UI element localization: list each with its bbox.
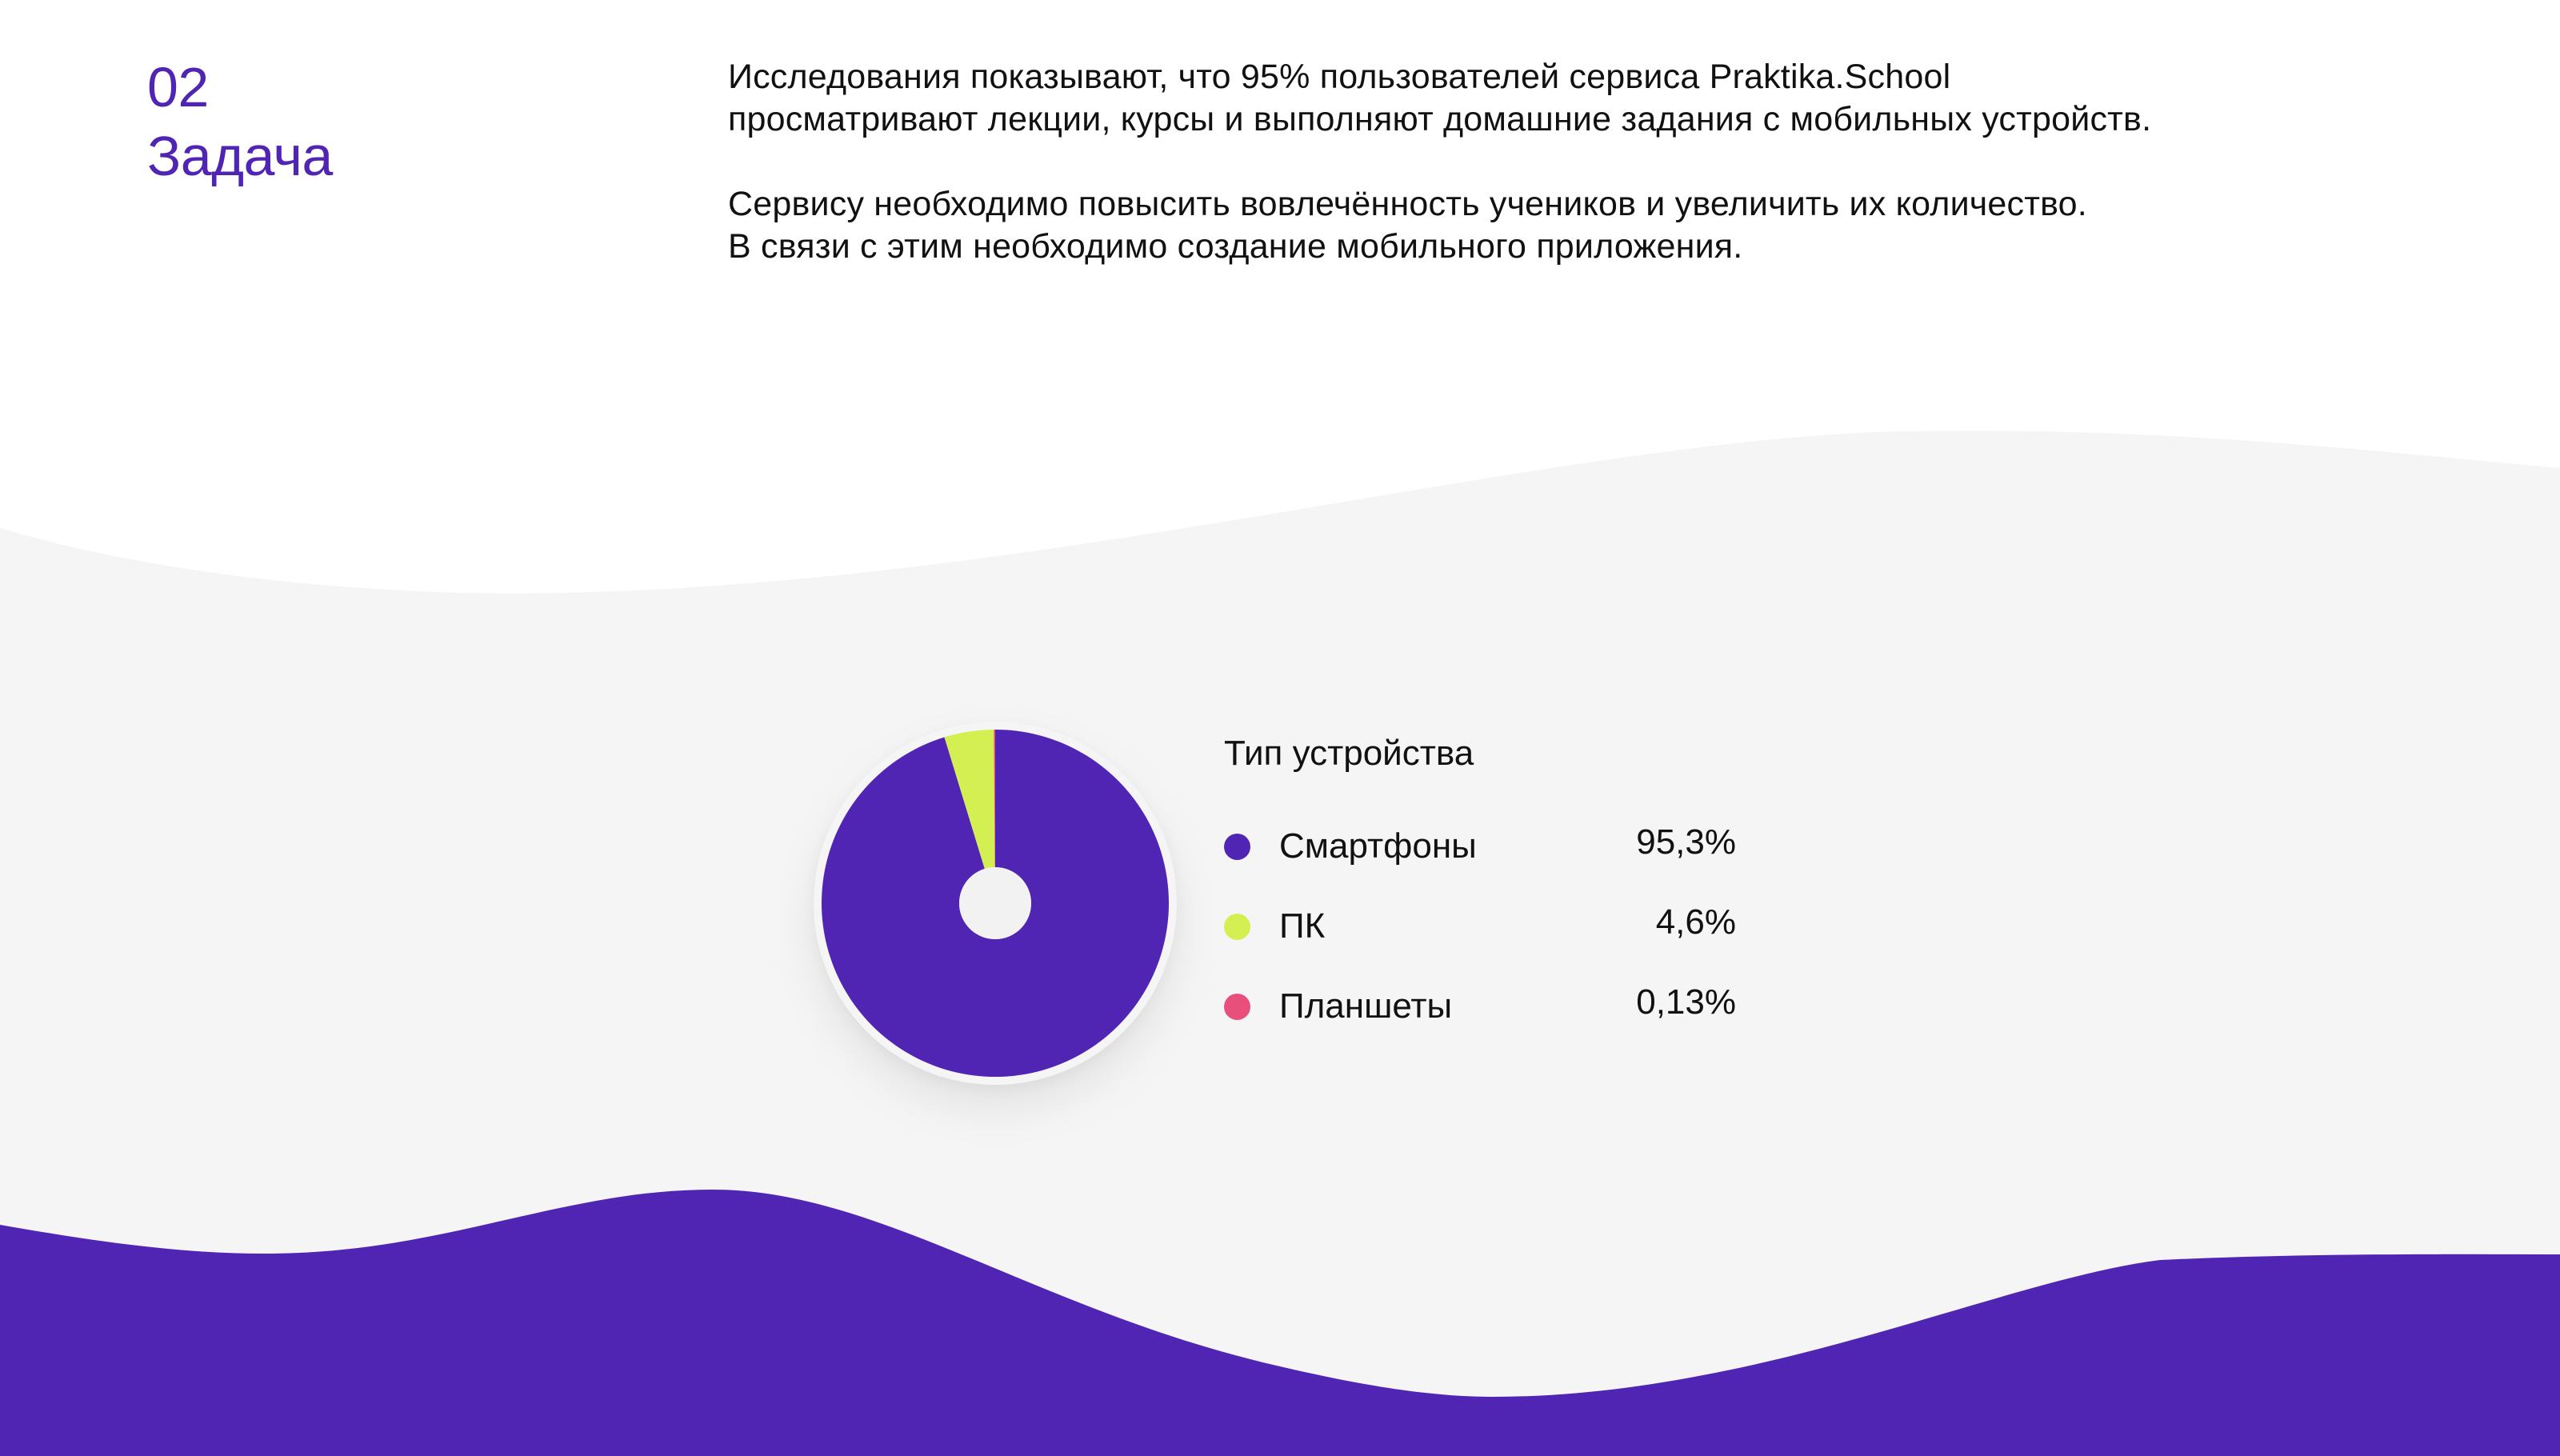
legend-value: 4,6% bbox=[1655, 902, 1736, 942]
section-title: Задача bbox=[147, 125, 333, 187]
purple-wave-footer bbox=[0, 1190, 2560, 1456]
intro-text: Исследования показывают, что 95% пользов… bbox=[728, 56, 2488, 310]
device-type-donut-chart bbox=[814, 722, 1177, 1085]
legend-item-tablets: Планшеты 0,13% bbox=[1224, 971, 1744, 1051]
section-number: 02 bbox=[147, 56, 209, 118]
legend-dot-icon bbox=[1224, 993, 1250, 1020]
legend-label: Планшеты bbox=[1279, 986, 1453, 1026]
legend-item-pc: ПК 4,6% bbox=[1224, 891, 1744, 971]
legend-dot-icon bbox=[1224, 913, 1250, 940]
intro-line: В связи с этим необходимо создание мобил… bbox=[728, 227, 1743, 266]
donut-svg bbox=[822, 730, 1169, 1077]
donut-hole bbox=[959, 867, 1031, 939]
legend-label: Смартфоны bbox=[1279, 826, 1477, 866]
intro-paragraph-goal: Сервису необходимо повысить вовлечённост… bbox=[728, 183, 2488, 268]
legend-item-smartphones: Смартфоны 95,3% bbox=[1224, 811, 1744, 891]
intro-line: просматривают лекции, курсы и выполняют … bbox=[728, 100, 2152, 138]
section-heading: 02 Задача bbox=[147, 53, 333, 190]
legend-list: Смартфоны 95,3% ПК 4,6% Планшеты 0,13% bbox=[1224, 811, 1744, 1051]
donut-slice-2 bbox=[944, 730, 995, 869]
legend-label: ПК bbox=[1279, 906, 1326, 946]
intro-paragraph-research: Исследования показывают, что 95% пользов… bbox=[728, 56, 2488, 141]
intro-line: Исследования показывают, что 95% пользов… bbox=[728, 58, 1951, 96]
legend-value: 0,13% bbox=[1636, 982, 1736, 1022]
legend-title: Тип устройства bbox=[1224, 734, 1474, 773]
legend-value: 95,3% bbox=[1636, 822, 1736, 862]
chart-legend: Тип устройства Смартфоны 95,3% ПК 4,6% П… bbox=[1224, 730, 1744, 1051]
donut-slice-1 bbox=[822, 730, 1169, 1077]
donut-slice-3 bbox=[994, 730, 995, 868]
legend-dot-icon bbox=[1224, 833, 1250, 860]
intro-line: Сервису необходимо повысить вовлечённост… bbox=[728, 185, 2087, 223]
